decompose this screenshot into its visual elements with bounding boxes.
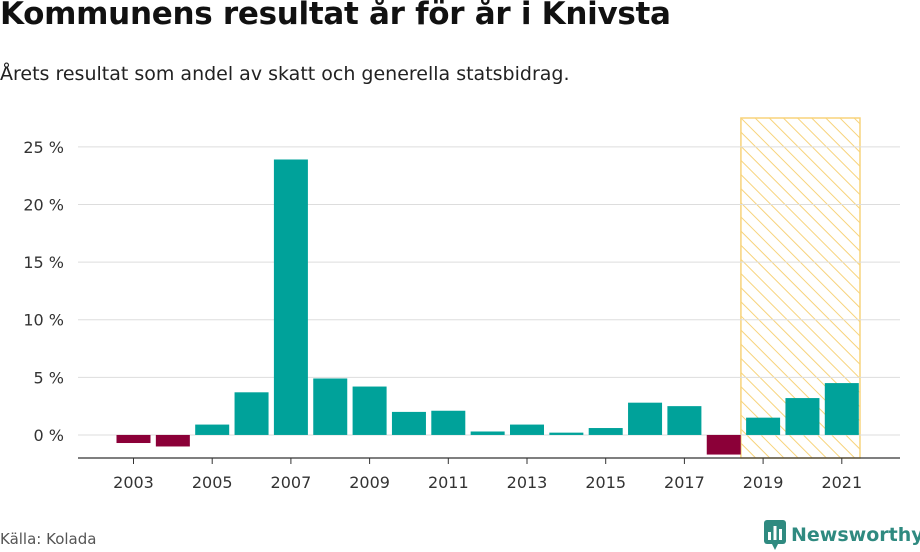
y-tick-label: 10 % xyxy=(23,311,64,330)
x-tick-label: 2011 xyxy=(428,473,469,492)
bar xyxy=(431,410,466,435)
newsworthy-chart-bubble-icon xyxy=(764,520,786,550)
x-tick-label: 2019 xyxy=(743,473,784,492)
y-tick-label: 25 % xyxy=(23,138,64,157)
bar xyxy=(667,406,702,435)
x-tick-label: 2003 xyxy=(113,473,154,492)
bar xyxy=(746,417,781,435)
x-tick-label: 2009 xyxy=(349,473,390,492)
bar xyxy=(195,424,230,435)
brand-name: Newsworthy xyxy=(791,524,920,546)
bar xyxy=(116,434,151,444)
x-tick-label: 2013 xyxy=(507,473,548,492)
bar xyxy=(313,378,348,435)
bar xyxy=(588,428,623,435)
bar xyxy=(706,434,741,455)
y-tick-label: 0 % xyxy=(34,426,64,445)
newsworthy-logo[interactable]: Newsworthy xyxy=(764,520,920,550)
x-tick-label: 2015 xyxy=(585,473,626,492)
bar xyxy=(824,383,859,435)
chart-title: Kommunens resultat år för år i Knivsta xyxy=(0,0,671,32)
x-tick-label: 2021 xyxy=(821,473,862,492)
bar xyxy=(273,159,308,435)
bar xyxy=(510,424,544,435)
bar xyxy=(155,434,190,447)
x-tick-label: 2007 xyxy=(271,473,312,492)
x-tick-label: 2017 xyxy=(664,473,705,492)
bar xyxy=(234,392,269,435)
bar xyxy=(785,398,820,435)
chart-subtitle: Årets resultat som andel av skatt och ge… xyxy=(0,63,570,85)
y-tick-label: 15 % xyxy=(23,253,64,272)
bar xyxy=(391,411,426,435)
bar xyxy=(549,432,584,435)
bar xyxy=(470,431,505,435)
y-tick-label: 20 % xyxy=(23,195,64,214)
source-note: Källa: Kolada xyxy=(0,530,97,548)
y-tick-label: 5 % xyxy=(34,368,64,387)
bar xyxy=(352,386,387,435)
bar xyxy=(628,402,663,435)
x-tick-label: 2005 xyxy=(192,473,233,492)
